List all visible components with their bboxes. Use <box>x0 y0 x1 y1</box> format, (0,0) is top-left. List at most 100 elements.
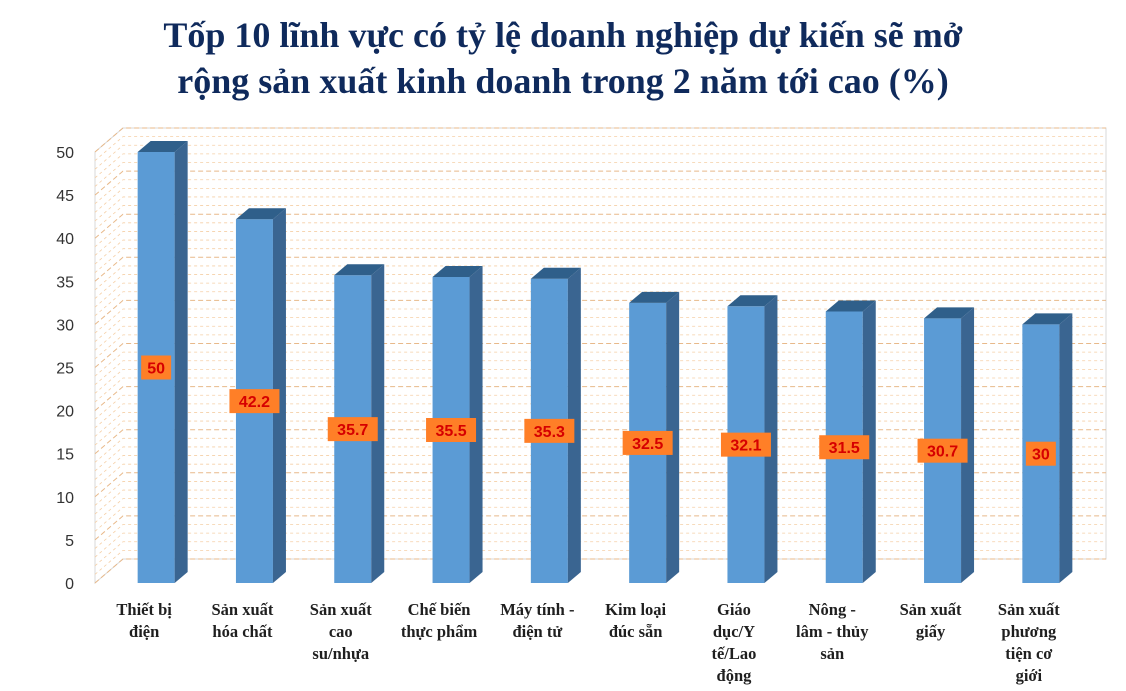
bar-top <box>825 300 876 312</box>
data-label-bg <box>141 355 172 380</box>
minor-gridline <box>94 205 1106 230</box>
x-category-label-line: giới <box>1016 666 1043 685</box>
x-category-label-line: Máy tính - <box>500 600 574 619</box>
bar-side <box>1059 313 1073 583</box>
bar-top <box>235 208 286 220</box>
minor-gridline <box>94 239 1106 265</box>
chart-title-line-1: Tốp 10 lĩnh vực có tỷ lệ doanh nghiệp dự… <box>163 15 963 55</box>
y-tick-label: 15 <box>56 447 74 464</box>
major-gridline <box>94 558 1106 584</box>
chart-title: Tốp 10 lĩnh vực có tỷ lệ doanh nghiệp dự… <box>0 12 1126 104</box>
bar-top <box>137 141 188 152</box>
data-label-bg <box>426 417 477 442</box>
data-label: 50 <box>147 361 165 378</box>
x-category-label: Kim loại đúc sẵn <box>605 600 666 641</box>
major-gridline <box>94 213 1106 239</box>
minor-gridline <box>94 403 1106 429</box>
data-label-bg <box>720 432 771 457</box>
x-category-label-line: Sản xuất <box>211 600 273 619</box>
x-category-label-line: su/nhựa <box>312 644 369 663</box>
bar-top <box>924 307 975 319</box>
data-label-bg <box>229 389 280 414</box>
minor-gridline <box>94 506 1106 532</box>
data-label-bg <box>917 438 968 463</box>
y-tick-label: 50 <box>56 145 74 162</box>
x-category-label-line: động <box>717 666 753 685</box>
minor-gridline <box>94 377 1106 403</box>
minor-gridline <box>94 317 1106 342</box>
x-category-label-line: Giáo <box>717 600 751 619</box>
minor-gridline <box>94 360 1106 386</box>
minor-gridline <box>94 463 1106 489</box>
minor-gridline <box>94 334 1106 360</box>
minor-gridline <box>94 153 1106 179</box>
minor-gridline <box>94 446 1106 472</box>
data-label-bg <box>524 418 575 443</box>
y-tick-label: 30 <box>56 317 74 334</box>
x-category-label-line: giấy <box>916 622 946 641</box>
minor-gridline <box>94 420 1106 446</box>
chart-title-line-2: rộng sản xuất kinh doanh trong 2 năm tới… <box>177 61 949 101</box>
minor-gridline <box>94 541 1106 567</box>
minor-gridline <box>94 136 1106 161</box>
x-category-label-line: Nông - <box>809 600 856 619</box>
minor-gridline <box>94 231 1106 256</box>
major-gridline <box>94 515 1106 541</box>
data-label-bg <box>327 417 378 442</box>
x-category-label: Sản xuất cao su/nhựa <box>310 600 372 663</box>
x-category-label: Chế biến thực phẩm <box>401 600 478 641</box>
bar-top <box>334 264 385 276</box>
x-category-label-line: cao <box>329 622 353 641</box>
major-gridline <box>94 170 1106 196</box>
x-category-label-line: điện <box>129 622 159 641</box>
data-label-bg <box>1025 441 1056 466</box>
y-tick-label: 45 <box>56 188 74 205</box>
major-gridline <box>94 299 1106 325</box>
bar-5: 35.3 <box>524 267 581 583</box>
x-category-label: Sản xuất hóa chất <box>211 600 273 641</box>
minor-gridline <box>94 222 1106 248</box>
x-category-label-line: sản <box>820 644 844 663</box>
major-gridline <box>94 343 1106 368</box>
major-gridline <box>94 386 1106 411</box>
x-category-label: Giáo dục/Y tế/Lao động <box>711 600 756 685</box>
y-tick-label: 35 <box>56 274 74 291</box>
x-category-label-line: Sản xuất <box>310 600 372 619</box>
x-category-label-line: lâm - thủy <box>796 622 869 641</box>
minor-gridline <box>94 481 1106 506</box>
minor-gridline <box>94 196 1106 222</box>
x-category-label-line: dục/Y <box>713 622 755 641</box>
x-category-label-line: phương <box>1001 622 1057 641</box>
bar-top <box>432 265 483 277</box>
bar-6: 32.5 <box>622 291 680 583</box>
data-label: 30.7 <box>927 444 958 461</box>
bar-top <box>727 295 778 307</box>
x-category-label: Thiết bị điện <box>116 600 172 641</box>
y-tick-label: 0 <box>65 576 74 593</box>
x-category-label-line: thực phẩm <box>401 622 478 641</box>
major-gridline <box>94 256 1106 282</box>
minor-gridline <box>94 144 1106 170</box>
bar-10: 30 <box>1022 313 1073 583</box>
data-label: 35.3 <box>534 424 565 441</box>
minor-gridline <box>94 291 1106 317</box>
x-category-label-line: Sản xuất <box>998 600 1060 619</box>
minor-gridline <box>94 489 1106 515</box>
y-tick-label: 5 <box>65 533 74 550</box>
minor-gridline <box>94 412 1106 437</box>
x-category-label-line: điện tử <box>512 622 563 641</box>
x-category-label-line: Chế biến <box>408 600 471 619</box>
minor-gridline <box>94 549 1106 575</box>
bar-top <box>530 267 581 279</box>
x-category-label-line: Thiết bị <box>116 600 172 619</box>
x-category-label-line: tiện cơ <box>1005 644 1053 663</box>
data-label: 30 <box>1032 447 1050 464</box>
major-gridline <box>94 429 1106 455</box>
minor-gridline <box>94 437 1106 463</box>
minor-gridline <box>94 274 1106 299</box>
minor-gridline <box>94 325 1106 351</box>
data-label: 32.1 <box>730 438 761 455</box>
x-category-label-line: Kim loại <box>605 600 666 619</box>
x-category-label-line: hóa chất <box>212 622 273 641</box>
bar-top <box>629 291 680 303</box>
